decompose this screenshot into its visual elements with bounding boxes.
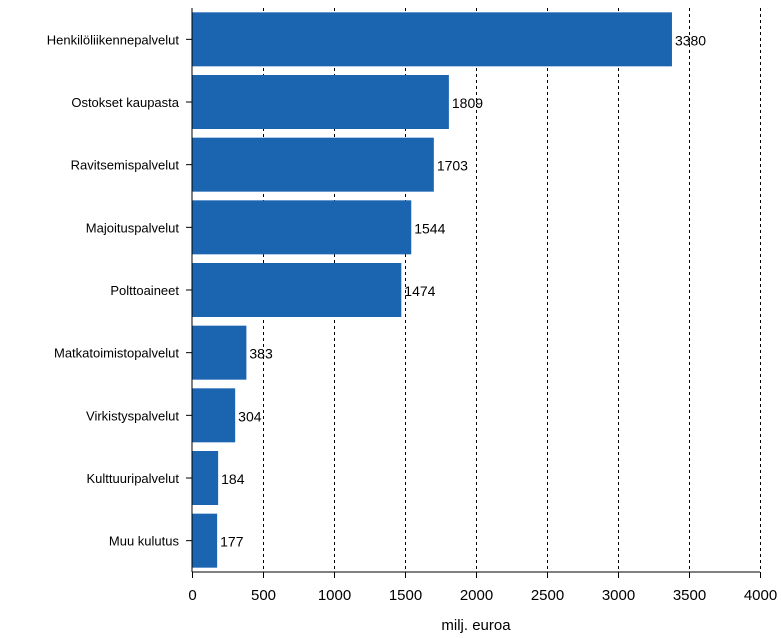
bar xyxy=(192,513,218,568)
value-labels: 3380 1809 1703 1544 1474 383 304 184 177 xyxy=(220,32,706,549)
category-label: Ostokset kaupasta xyxy=(71,95,179,110)
value-label: 304 xyxy=(238,408,262,424)
value-label: 177 xyxy=(220,534,244,550)
value-label: 3380 xyxy=(675,32,706,48)
bar xyxy=(192,388,236,443)
category-label: Polttoaineet xyxy=(110,283,179,298)
bar xyxy=(192,325,247,380)
bar xyxy=(192,451,219,505)
x-tick-label: 500 xyxy=(251,587,276,604)
x-tick-label: 3500 xyxy=(673,587,706,604)
value-label: 1474 xyxy=(404,283,435,299)
bar xyxy=(192,137,434,192)
x-tick-label: 0 xyxy=(188,587,196,604)
x-tick-label: 2500 xyxy=(531,587,564,604)
x-tick-label: 4000 xyxy=(744,587,777,604)
bar xyxy=(192,263,402,317)
bar xyxy=(192,75,449,129)
bars xyxy=(192,12,672,568)
x-axis-title: milj. euroa xyxy=(441,617,511,634)
x-tick-label: 2000 xyxy=(460,587,493,604)
value-label: 1544 xyxy=(414,220,445,236)
category-label: Henkilöliikennepalvelut xyxy=(47,32,180,47)
x-tick-label: 3000 xyxy=(602,587,635,604)
category-label: Muu kulutus xyxy=(109,534,180,549)
category-label: Virkistyspalvelut xyxy=(86,408,179,423)
bar xyxy=(192,200,412,255)
value-label: 1703 xyxy=(437,158,468,174)
category-label: Ravitsemispalvelut xyxy=(71,158,180,173)
category-label: Matkatoimistopalvelut xyxy=(54,346,179,361)
value-label: 1809 xyxy=(452,95,483,111)
x-tick-label: 1000 xyxy=(318,587,351,604)
bar xyxy=(192,12,672,67)
value-label: 184 xyxy=(221,471,245,487)
value-label: 383 xyxy=(249,346,273,362)
x-tick-label: 1500 xyxy=(389,587,422,604)
x-ticks: 0 500 1000 1500 2000 2500 3000 3500 4000 xyxy=(188,572,777,604)
category-label: Kulttuuripalvelut xyxy=(87,471,180,486)
category-label: Majoituspalvelut xyxy=(86,220,180,235)
category-labels: Henkilöliikennepalvelut Ostokset kaupasta… xyxy=(47,32,192,549)
